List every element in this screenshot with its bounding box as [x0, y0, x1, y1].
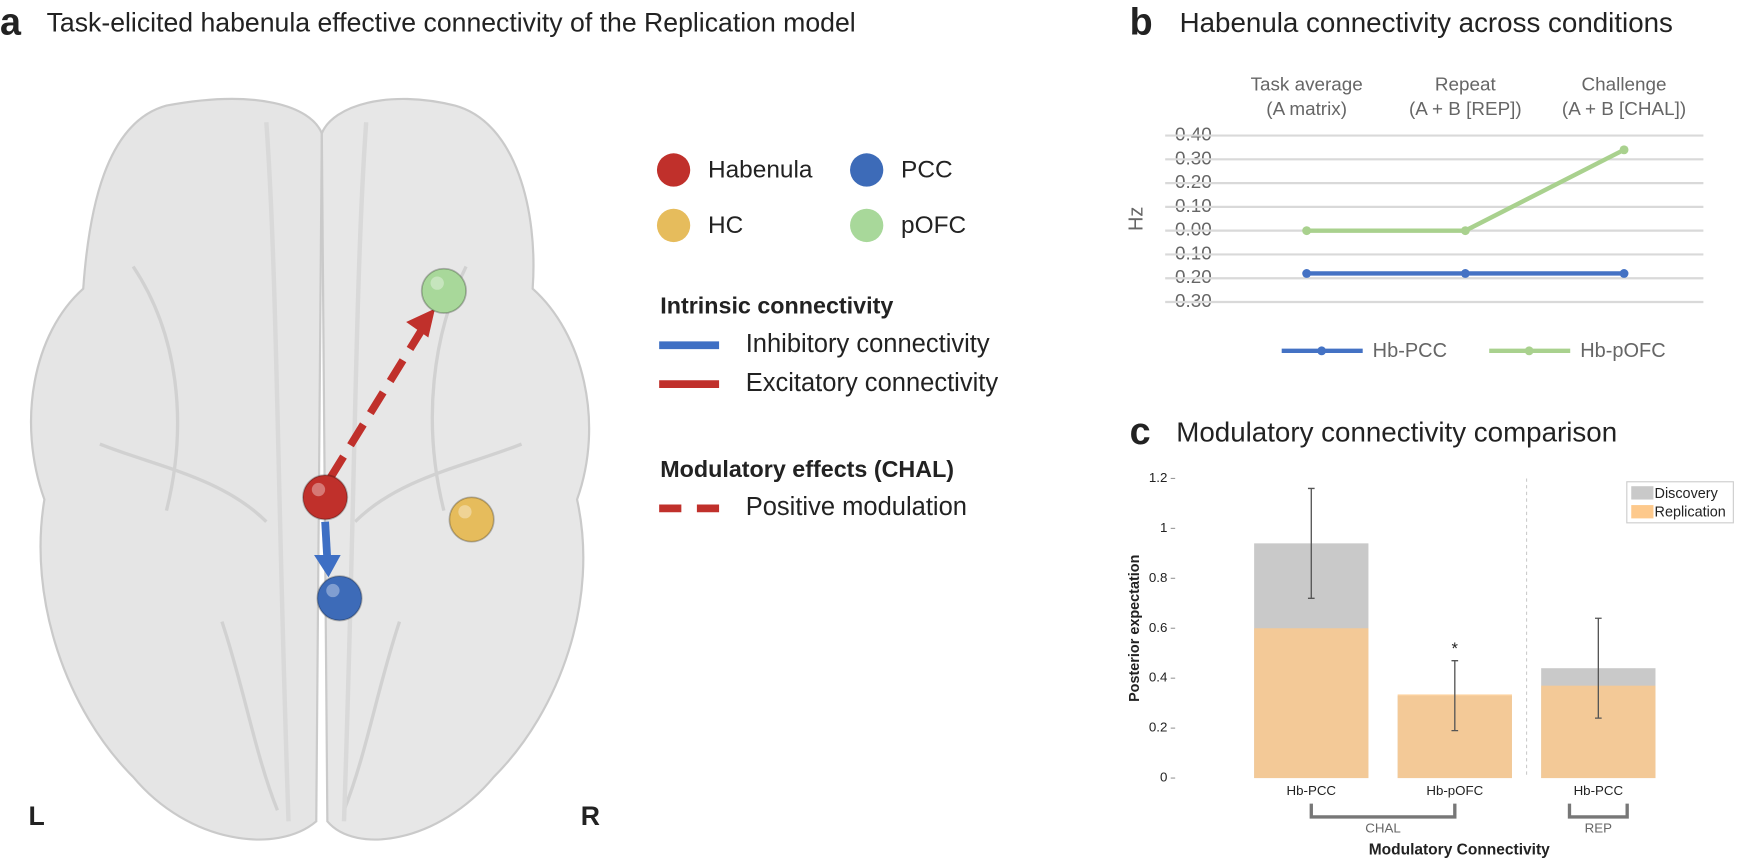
series-point: [1302, 226, 1312, 236]
annotation: *: [1452, 639, 1459, 658]
error-bar: [1594, 617, 1602, 719]
brain-node: [420, 267, 467, 314]
legend-label: Positive modulation: [746, 493, 967, 521]
legend-dot: [656, 153, 691, 187]
node-highlight: [326, 583, 340, 598]
legend-point: [1317, 346, 1327, 356]
legend-label: Excitatory connectivity: [746, 369, 999, 397]
error-bar: [1307, 487, 1315, 599]
chart-title: Modulatory connectivity comparison: [1176, 416, 1617, 447]
series-point: [1302, 269, 1312, 278]
legend-swatch: [1631, 486, 1654, 500]
error-bar: [1451, 660, 1459, 732]
node-highlight: [430, 276, 444, 290]
series-point: [1460, 226, 1470, 236]
legend-dot: [850, 153, 884, 187]
inhibitory-arrow: [321, 521, 332, 561]
y-tick-label: -0.20: [1169, 266, 1212, 287]
x-category-label: (A matrix): [1266, 98, 1347, 119]
x-category-label: Repeat: [1435, 74, 1497, 95]
legend-swatch: [1631, 505, 1654, 519]
legend-label: Inhibitory connectivity: [746, 330, 990, 358]
legend-label: HC: [708, 212, 743, 239]
arrow-head: [314, 555, 341, 578]
chart-title: Habenula connectivity across conditions: [1180, 7, 1673, 38]
x-tick-label: Hb-pOFC: [1426, 783, 1483, 798]
legend-dot: [850, 208, 884, 243]
y-tick-label: 0.30: [1175, 147, 1212, 168]
legend-label: Replication: [1655, 505, 1726, 521]
brain-node: [448, 496, 495, 543]
side-label: R: [581, 801, 600, 831]
brain-node: [316, 575, 363, 622]
legend-label: Hb-pOFC: [1580, 340, 1665, 362]
y-axis-label: Posterior expectation: [1127, 555, 1143, 702]
brain: [29, 97, 591, 841]
y-tick-label: 0.20: [1175, 171, 1212, 192]
group-label: REP: [1585, 821, 1612, 836]
legend-label: Hb-PCC: [1373, 340, 1447, 362]
bar: [1254, 628, 1369, 779]
series-line: [1306, 147, 1626, 233]
legend-label: PCC: [901, 157, 953, 184]
legend-section-title: Intrinsic connectivity: [660, 293, 893, 319]
x-category-label: Task average: [1251, 74, 1363, 95]
series-point: [1619, 269, 1629, 278]
node-highlight: [311, 482, 326, 497]
legend-label: pOFC: [901, 212, 966, 239]
group-bracket: [1567, 803, 1629, 819]
y-tick-label: 1.2: [1149, 470, 1168, 485]
modulation-arrow: [327, 324, 428, 480]
panel-label: c: [1130, 410, 1151, 452]
y-tick-label: -0.30: [1169, 290, 1212, 311]
y-tick-label: 0.8: [1149, 570, 1168, 585]
y-tick-label: 0.6: [1149, 620, 1168, 635]
y-tick-label: 0.4: [1149, 670, 1168, 685]
group-bracket: [1309, 803, 1457, 819]
y-tick-label: -0.10: [1169, 242, 1212, 263]
series-point: [1460, 269, 1470, 278]
x-tick-label: Hb-PCC: [1287, 783, 1337, 798]
x-axis-label: Modulatory Connectivity: [1369, 841, 1550, 858]
series-point: [1619, 145, 1629, 155]
connections: [314, 308, 435, 578]
legend-dot: [656, 208, 691, 243]
brain-node: [302, 474, 349, 521]
legend-point: [1524, 346, 1534, 356]
x-category-label: (A + B [REP]): [1409, 98, 1522, 119]
y-tick-label: 0.10: [1175, 195, 1212, 216]
x-category-label: Challenge: [1582, 74, 1667, 95]
y-tick-label: 0: [1160, 770, 1167, 785]
node-highlight: [458, 505, 472, 519]
arrow-head: [406, 308, 435, 338]
y-tick-label: 0.00: [1175, 219, 1212, 240]
side-label: L: [28, 801, 44, 831]
panel-title: Task-elicited habenula effective connect…: [47, 8, 856, 38]
panel-label: b: [1130, 1, 1153, 43]
group-label: CHAL: [1365, 821, 1400, 836]
legend-label: Habenula: [708, 157, 813, 184]
y-tick-label: 0.2: [1149, 720, 1168, 735]
y-tick-label: 1: [1160, 520, 1167, 535]
legend-label: Discovery: [1655, 486, 1719, 502]
x-tick-label: Hb-PCC: [1574, 783, 1624, 798]
x-category-label: (A + B [CHAL]): [1562, 98, 1686, 119]
y-tick-label: 0.40: [1175, 124, 1212, 145]
legend-section-title: Modulatory effects (CHAL): [660, 456, 954, 482]
y-axis-label: Hz: [1126, 207, 1148, 231]
panel-label: a: [0, 1, 22, 43]
